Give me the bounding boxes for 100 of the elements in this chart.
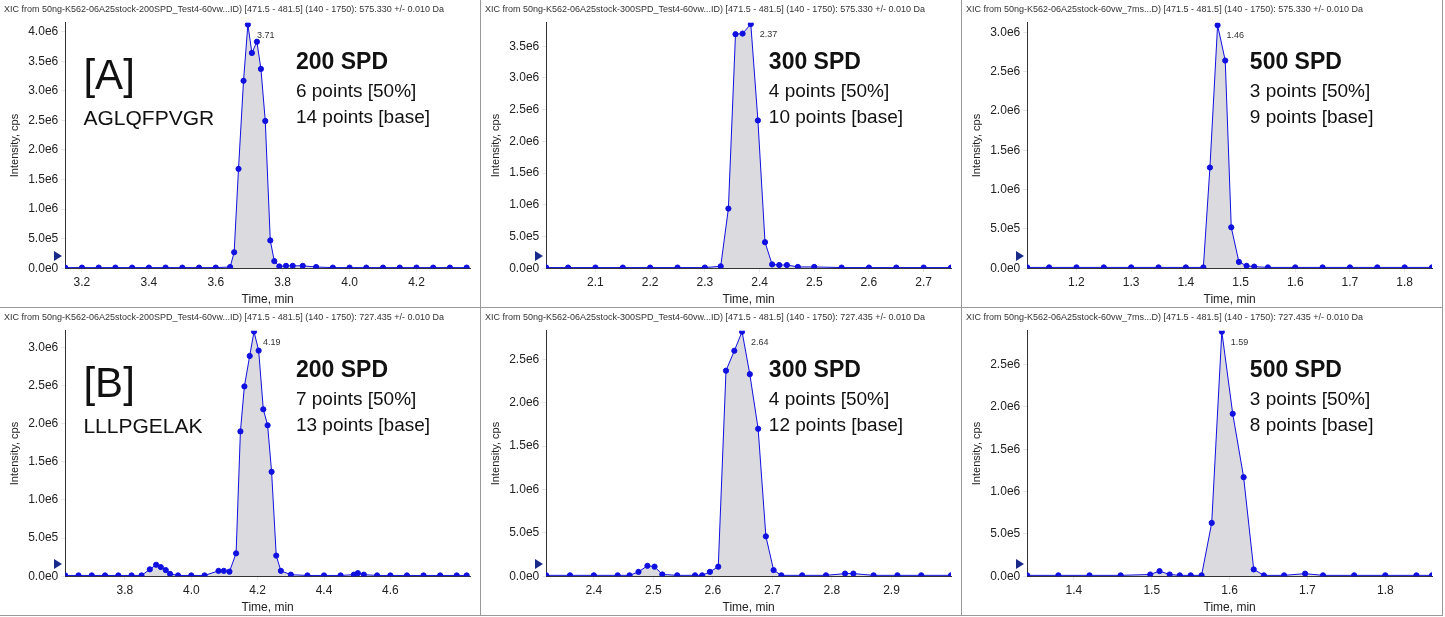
x-tick-label: 1.7 [1341, 274, 1359, 289]
x-tick-label: 2.9 [883, 582, 901, 597]
y-axis-title: Intensity, cps [488, 113, 501, 178]
x-tick-label: 4.2 [408, 274, 426, 289]
x-tick-label: 3.4 [140, 274, 158, 289]
y-tick-label: 4.0e6 [28, 23, 59, 38]
annotation: 8 points [base] [1249, 414, 1374, 436]
y-tick-label: 3.5e6 [28, 53, 59, 68]
annotation: 500 SPD [1249, 48, 1342, 75]
x-tick-label: 4.0 [341, 274, 359, 289]
annotation: 1.59 [1230, 336, 1249, 347]
x-tick-label: 1.5 [1143, 582, 1161, 597]
chart-title: XIC from 50ng-K562-06A25stock-60vw_7ms...D) [471.5 - 481.5] (140 - 1750): 727.435 +/- 0.010 Da [966, 311, 1363, 322]
x-tick-label: 2.6 [704, 582, 722, 597]
x-tick-label: 1.3 [1122, 274, 1140, 289]
x-tick-label: 1.2 [1068, 274, 1086, 289]
y-tick-label: 1.5e6 [509, 438, 540, 453]
annotation: 2.64 [751, 336, 769, 347]
x-tick-label: 1.6 [1221, 582, 1239, 597]
x-tick-label: 1.4 [1177, 274, 1195, 289]
x-tick-label: 4.4 [315, 582, 333, 597]
y-tick-label: 0.0e0 [28, 568, 59, 583]
x-tick-label: 4.2 [249, 582, 267, 597]
y-axis-title: Intensity, cps [7, 421, 20, 486]
y-tick-label: 2.0e6 [28, 142, 59, 157]
x-tick-label: 2.4 [751, 274, 769, 289]
x-tick-label: 3.8 [116, 582, 134, 597]
y-tick-label: 1.5e6 [990, 142, 1021, 157]
y-tick-label: 2.0e6 [509, 395, 540, 410]
y-tick-label: 5.0e5 [509, 525, 540, 540]
y-tick-label: 2.0e6 [990, 399, 1021, 414]
y-tick-label: 0.0e0 [990, 260, 1021, 275]
x-tick-label: 3.2 [73, 274, 91, 289]
y-tick-label: 2.0e6 [28, 416, 59, 431]
annotation: 200 SPD [295, 356, 389, 383]
chart-title: XIC from 50ng-K562-06A25stock-60vw_7ms...D) [471.5 - 481.5] (140 - 1750): 575.330 +/- 0.010 Da [966, 3, 1363, 14]
y-axis-title: Intensity, cps [488, 421, 501, 486]
x-tick-label: 1.8 [1396, 274, 1414, 289]
annotation: 9 points [base] [1249, 106, 1374, 128]
annotation: [B] [83, 359, 135, 407]
annotation: 4 points [50%] [768, 80, 890, 102]
x-axis-title: Time, min [241, 292, 294, 307]
annotation: 300 SPD [768, 356, 861, 383]
y-tick-label: 5.0e5 [990, 526, 1021, 541]
y-tick-label: 1.5e6 [28, 454, 59, 469]
annotation: 2.37 [759, 29, 778, 40]
annotation: 1.46 [1226, 30, 1245, 41]
y-tick-label: 2.0e6 [990, 103, 1021, 118]
annotation: 10 points [base] [768, 106, 904, 128]
chart-title: XIC from 50ng-K562-06A25stock-300SPD_Test4-60vw...ID) [471.5 - 481.5] (140 - 1750): 727.435 +/- 0.010 Da [485, 311, 926, 322]
x-axis-title: Time, min [1203, 292, 1256, 307]
annotation: LLLPGELAK [83, 414, 203, 438]
x-tick-label: 2.2 [641, 274, 659, 289]
y-tick-label: 0.0e0 [509, 260, 540, 275]
y-tick-label: 5.0e5 [990, 221, 1021, 236]
x-tick-label: 2.4 [585, 582, 603, 597]
x-axis-title: Time, min [722, 292, 775, 307]
x-tick-label: 4.0 [182, 582, 200, 597]
x-tick-label: 2.6 [860, 274, 878, 289]
x-tick-label: 2.5 [645, 582, 663, 597]
x-tick-label: 1.8 [1376, 582, 1394, 597]
x-tick-label: 2.5 [805, 274, 823, 289]
y-tick-label: 0.0e0 [509, 568, 540, 583]
x-tick-label: 3.8 [274, 274, 292, 289]
y-tick-label: 3.0e6 [28, 339, 59, 354]
y-tick-label: 1.0e6 [28, 492, 59, 507]
y-tick-label: 1.5e6 [990, 441, 1021, 456]
y-axis-title: Intensity, cps [7, 113, 20, 178]
y-tick-label: 1.0e6 [28, 201, 59, 216]
annotation: 4.19 [263, 336, 281, 347]
annotation: 3 points [50%] [1249, 388, 1371, 410]
y-tick-label: 3.0e6 [28, 83, 59, 98]
y-tick-label: 2.0e6 [509, 133, 540, 148]
y-tick-label: 1.0e6 [990, 181, 1021, 196]
y-tick-label: 0.0e0 [990, 568, 1021, 583]
y-tick-label: 1.0e6 [990, 483, 1021, 498]
y-tick-label: 1.0e6 [509, 481, 540, 496]
chart-title: XIC from 50ng-K562-06A25stock-300SPD_Test4-60vw...ID) [471.5 - 481.5] (140 - 1750): 575.330 +/- 0.010 Da [485, 3, 926, 14]
annotation: 200 SPD [295, 48, 389, 75]
x-axis-title: Time, min [241, 600, 294, 615]
annotation: 4 points [50%] [768, 388, 890, 410]
annotation: 13 points [base] [295, 414, 431, 436]
y-tick-label: 2.5e6 [28, 377, 59, 392]
x-tick-label: 2.7 [915, 274, 933, 289]
chart-title: XIC from 50ng-K562-06A25stock-200SPD_Test4-60vw...ID) [471.5 - 481.5] (140 - 1750): 727.435 +/- 0.010 Da [4, 311, 445, 322]
y-tick-label: 1.5e6 [509, 165, 540, 180]
y-tick-label: 0.0e0 [28, 260, 59, 275]
x-axis-title: Time, min [722, 600, 775, 615]
chart-title: XIC from 50ng-K562-06A25stock-200SPD_Test4-60vw...ID) [471.5 - 481.5] (140 - 1750): 575.330 +/- 0.010 Da [4, 3, 445, 14]
y-tick-label: 1.5e6 [28, 171, 59, 186]
annotation: 12 points [base] [768, 414, 904, 436]
x-tick-label: 1.4 [1065, 582, 1083, 597]
x-tick-label: 1.7 [1299, 582, 1317, 597]
x-tick-label: 1.5 [1232, 274, 1250, 289]
x-tick-label: 4.6 [382, 582, 400, 597]
y-tick-label: 2.5e6 [509, 351, 540, 366]
y-axis-title: Intensity, cps [969, 113, 982, 178]
x-tick-label: 2.7 [764, 582, 782, 597]
y-tick-label: 2.5e6 [28, 112, 59, 127]
x-tick-label: 2.3 [696, 274, 714, 289]
